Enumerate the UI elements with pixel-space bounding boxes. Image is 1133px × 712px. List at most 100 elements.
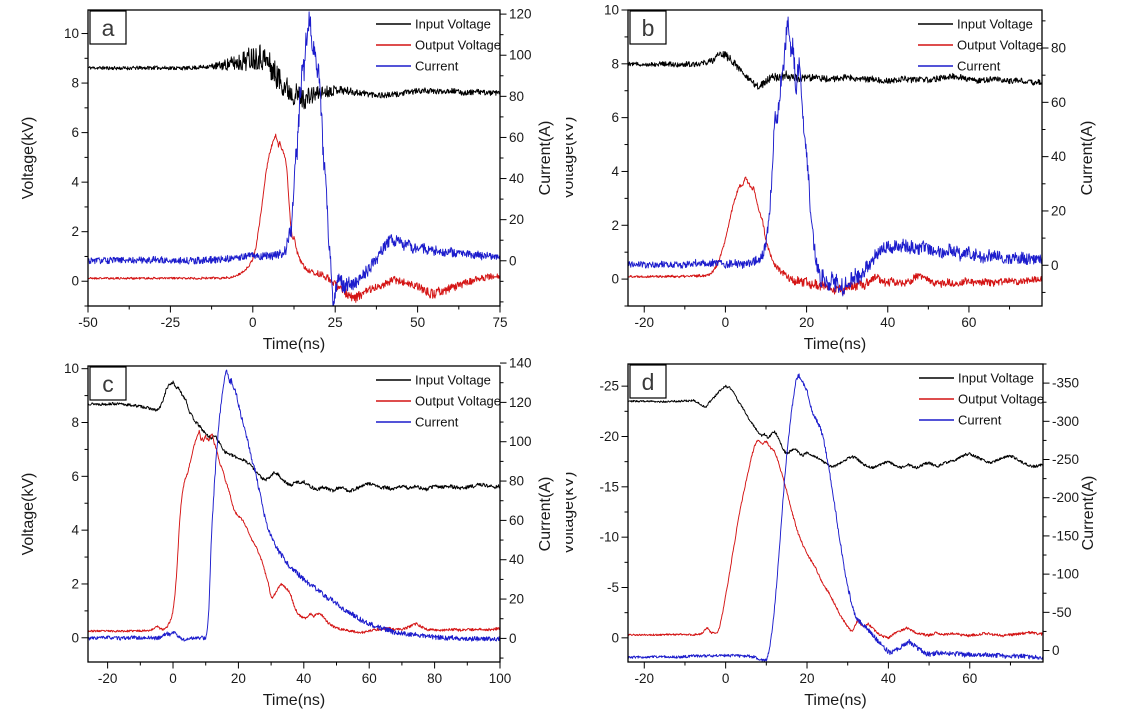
y-left-axis-title: Voltage(kV) (20, 473, 37, 556)
x-tick-label: 40 (881, 671, 896, 686)
y-right-tick-label: 20 (509, 592, 524, 607)
x-tick-label: 0 (249, 315, 257, 330)
x-tick-label: -20 (98, 671, 118, 686)
legend-label: Output Voltage (957, 38, 1043, 53)
legend-label: Output Voltage (958, 392, 1044, 407)
legend-label: Input Voltage (415, 373, 491, 388)
chart-panel-c: -20 0 20 40 60 80 1000246810020406080100120140… (20, 356, 554, 709)
y-left-tick-label: -5 (607, 580, 619, 595)
y-left-tick-label: 8 (611, 56, 619, 71)
y-right-axis-title: Current(A) (1080, 476, 1097, 551)
y-left-tick-label: 0 (71, 274, 79, 289)
x-tick-label: 100 (489, 671, 512, 686)
panel-letter: d (642, 369, 655, 395)
x-tick-label: -25 (161, 315, 181, 330)
y-left-tick-label: 4 (71, 175, 79, 190)
series-output-voltage (628, 439, 1043, 640)
panel-label: b (629, 10, 667, 45)
y-right-tick-label: 120 (509, 7, 532, 22)
plot-frame (87, 365, 501, 663)
x-axis-title: Time(ns) (263, 336, 326, 353)
y-left-tick-label: 6 (71, 125, 79, 140)
y-right-tick-label: 40 (509, 552, 524, 567)
y-left-tick-label: 2 (611, 218, 619, 233)
y-right-tick-label: -150 (1052, 528, 1079, 543)
x-tick-label: 60 (961, 315, 976, 330)
y-right-axis-title: Current(A) (537, 121, 554, 196)
y-left-tick-label: 8 (71, 415, 79, 430)
y-left-axis-title: Voltage(kV) (566, 117, 577, 200)
y-left-tick-label: 2 (71, 576, 79, 591)
x-tick-label: 20 (800, 671, 815, 686)
x-axis-title: Time(ns) (804, 692, 867, 709)
x-tick-label: 40 (296, 671, 311, 686)
y-right-axis-title: Current(A) (1079, 121, 1096, 196)
x-tick-label: 75 (492, 315, 507, 330)
legend: Input Voltage Output Voltage Current (376, 17, 501, 74)
y-right-tick-label: 80 (509, 474, 524, 489)
x-tick-label: 20 (799, 315, 814, 330)
y-left-tick-label: 0 (611, 630, 619, 645)
x-tick-label: 0 (722, 315, 730, 330)
series-input-voltage (88, 380, 500, 493)
x-axis-title: Time(ns) (263, 692, 326, 709)
x-tick-label: 50 (410, 315, 425, 330)
axes (81, 362, 507, 669)
y-left-tick-label: -20 (599, 429, 619, 444)
plot-frame (87, 9, 501, 307)
series-group (628, 373, 1043, 662)
panel-label-box (629, 10, 667, 45)
y-left-tick-label: -15 (599, 479, 619, 494)
y-right-tick-label: 100 (509, 48, 532, 63)
chart-panel-a: -50 -25 0 25 50 750246810020406080100120Time(… (20, 7, 554, 353)
y-left-tick-label: 8 (71, 76, 79, 91)
legend-label: Input Voltage (957, 17, 1033, 32)
y-left-axis-title: Voltage(kV) (20, 117, 37, 200)
y-left-tick-label: 2 (71, 224, 79, 239)
tick-labels: -20 0 20 40 60 0 2 4 6 8 10 0 20 40 60 80 (604, 3, 1066, 331)
panel-label: d (629, 364, 667, 399)
panel-letter: c (102, 371, 114, 397)
series-current (628, 16, 1042, 297)
legend-label: Input Voltage (415, 17, 491, 32)
series-group (88, 369, 500, 642)
y-right-tick-label: 40 (509, 171, 524, 186)
panel-label: a (89, 10, 127, 45)
tick-labels: -20 0 20 40 600-5-10-15-20-250-50-100-150-20… (599, 376, 1079, 686)
x-tick-label: 0 (169, 671, 177, 686)
series-input-voltage (88, 44, 500, 110)
legend-label: Output Voltage (415, 38, 501, 53)
panel-letter: a (102, 15, 115, 41)
x-tick-label: 60 (962, 671, 977, 686)
y-right-tick-label: 60 (509, 513, 524, 528)
plot-frame (627, 363, 1044, 663)
y-right-tick-label: -100 (1052, 567, 1079, 582)
y-right-tick-label: -50 (1052, 605, 1072, 620)
panel-letter: b (642, 15, 655, 41)
y-right-tick-label: 0 (1051, 258, 1059, 273)
y-right-tick-label: -350 (1052, 376, 1079, 391)
y-right-tick-label: 80 (1051, 41, 1066, 56)
y-left-axis-title: Voltage(kV) (566, 472, 577, 555)
y-left-tick-label: 0 (611, 272, 619, 287)
series-group (88, 11, 500, 306)
y-right-tick-label: 40 (1051, 149, 1066, 164)
series-current (88, 369, 500, 642)
y-left-tick-label: 6 (71, 469, 79, 484)
x-tick-label: 60 (362, 671, 377, 686)
y-left-tick-label: 4 (71, 523, 79, 538)
y-right-tick-label: 20 (509, 212, 524, 227)
x-tick-label: -50 (78, 315, 98, 330)
axes (81, 13, 507, 313)
y-left-tick-label: -25 (599, 379, 619, 394)
y-right-tick-label: 0 (509, 253, 517, 268)
legend-label: Output Voltage (415, 394, 501, 409)
y-right-axis-title: Current(A) (537, 477, 554, 552)
y-left-tick-label: 0 (71, 630, 79, 645)
y-right-tick-label: 0 (509, 631, 517, 646)
x-tick-label: -20 (635, 671, 655, 686)
x-tick-label: -20 (634, 315, 654, 330)
series-current (88, 11, 500, 306)
